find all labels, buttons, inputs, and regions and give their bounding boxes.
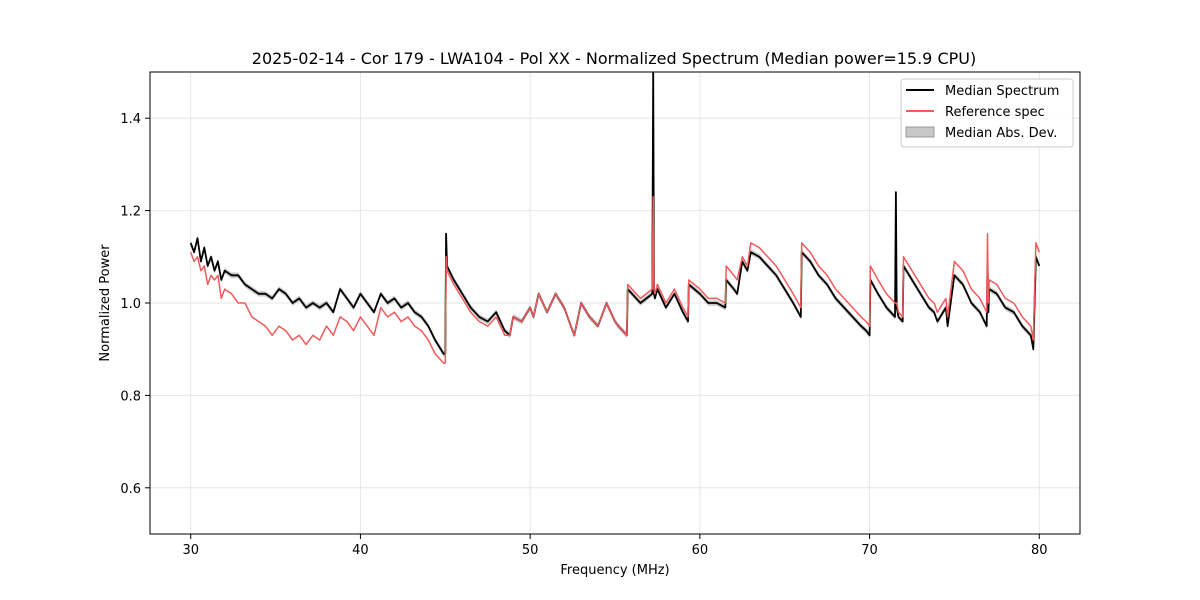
series-group [189, 72, 1041, 364]
x-axis: 30 40 50 60 70 80 [182, 534, 1048, 558]
reference-spec-line [189, 195, 1041, 364]
y-tick-label: 1.0 [120, 297, 141, 312]
x-axis-label: Frequency (MHz) [560, 563, 669, 578]
x-tick-label: 60 [692, 543, 709, 558]
legend-label-reference-spec: Reference spec [945, 105, 1045, 120]
legend-label-median-spectrum: Median Spectrum [945, 84, 1059, 99]
chart-title: 2025-02-14 - Cor 179 - LWA104 - Pol XX -… [252, 49, 976, 68]
x-tick-label: 80 [1031, 543, 1048, 558]
legend-swatch-median-abs-dev [905, 126, 935, 138]
x-tick-label: 70 [861, 543, 878, 558]
y-tick-label: 1.4 [120, 112, 141, 127]
legend-box [900, 78, 1074, 148]
plot-area [189, 72, 1041, 364]
x-tick-label: 50 [522, 543, 539, 558]
y-tick-label: 1.2 [120, 205, 141, 220]
x-tick-label: 30 [182, 543, 199, 558]
x-tick-label: 40 [352, 543, 369, 558]
legend-label-median-abs-dev: Median Abs. Dev. [945, 126, 1057, 141]
y-axis: 0.6 0.8 1.0 1.2 1.4 [120, 112, 150, 497]
legend: Median Spectrum Reference spec Median Ab… [900, 78, 1074, 148]
y-tick-label: 0.8 [120, 389, 141, 404]
median-spectrum-line [189, 72, 1041, 355]
y-axis-label: Normalized Power [98, 244, 113, 362]
y-tick-label: 0.6 [120, 482, 141, 497]
